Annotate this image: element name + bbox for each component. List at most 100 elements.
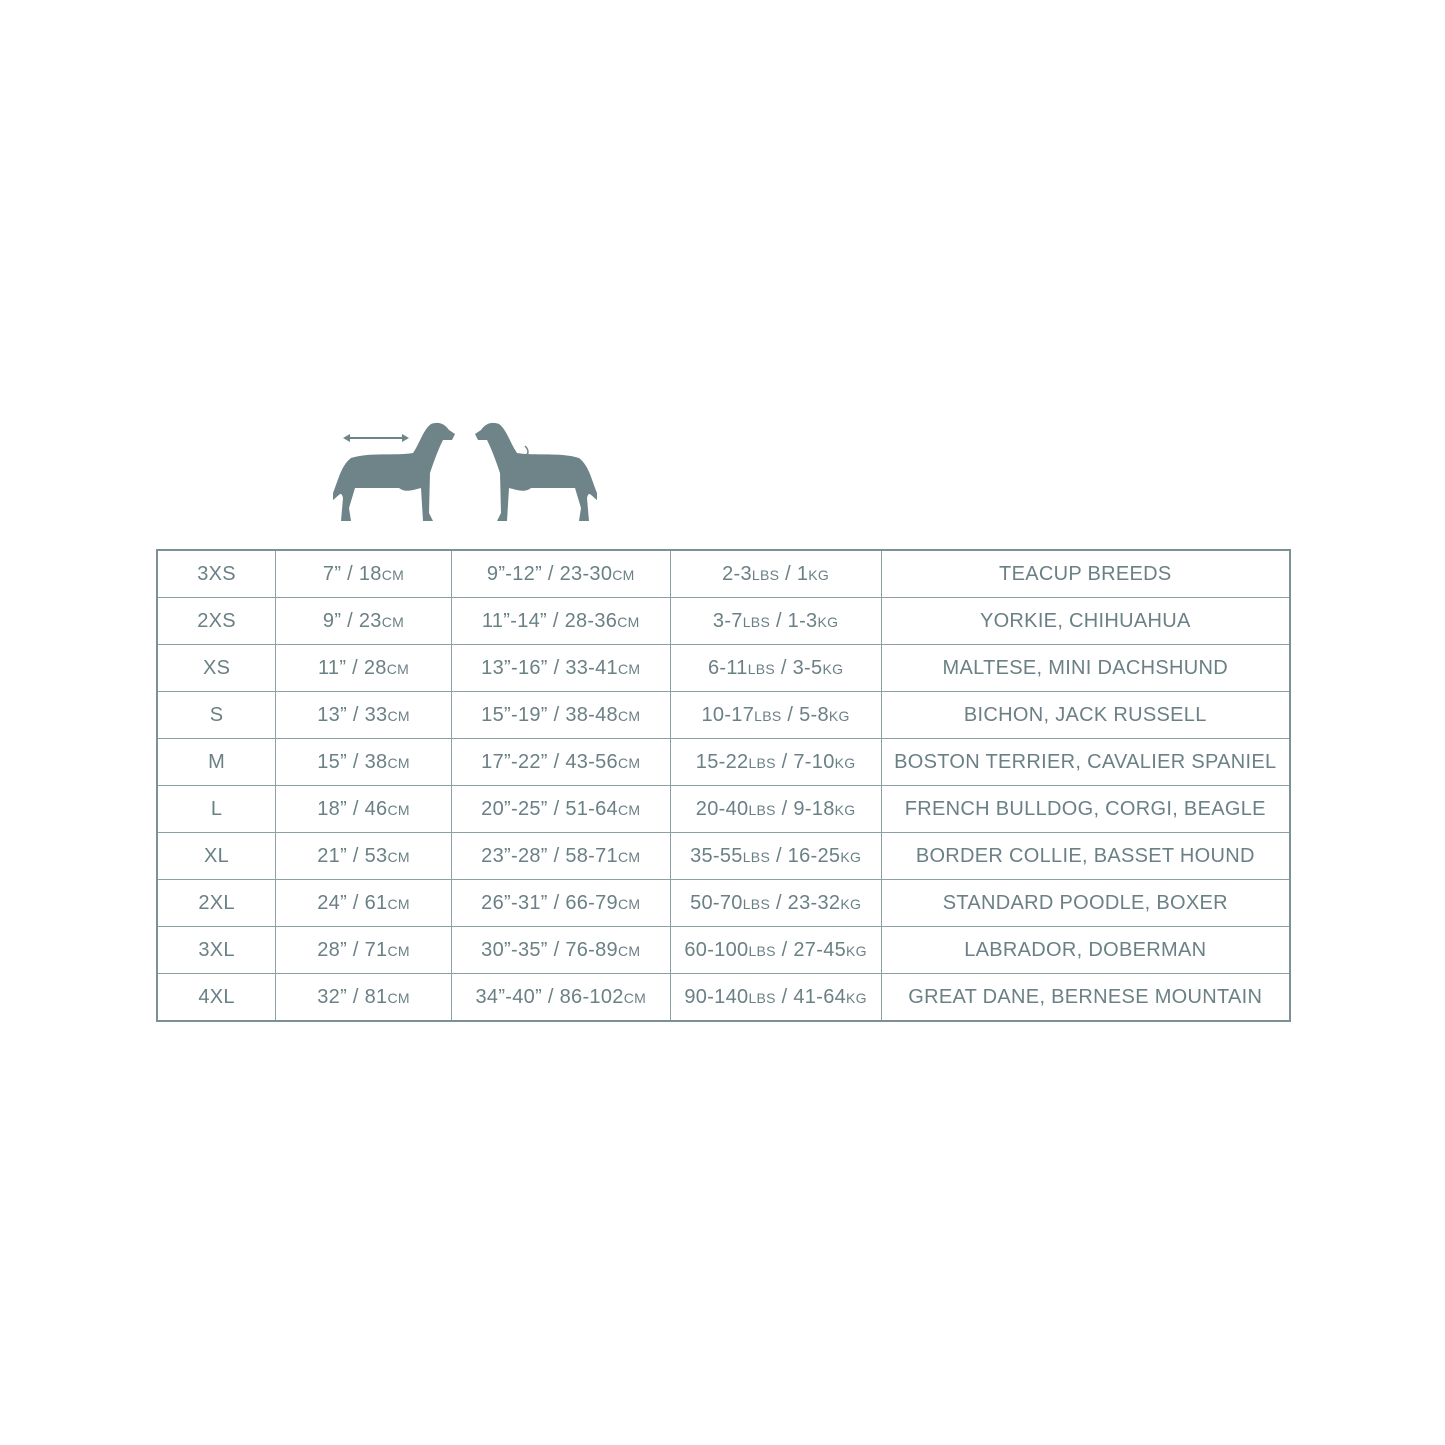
length-cell: 24” / 61CM: [275, 879, 452, 927]
value-text: / 7-10: [775, 750, 835, 773]
unit-label: CM: [381, 613, 405, 630]
table-row: L 18” / 46CM 20”-25” / 51-64CM 20-40LBS / 9…: [156, 785, 1291, 833]
dog-length-measure-icon: [333, 422, 455, 521]
breeds-cell: BICHON, JACK RUSSELL: [880, 691, 1291, 739]
unit-label: KG: [846, 942, 867, 959]
unit-label: KG: [846, 989, 867, 1006]
weight-cell: 60-100LBS / 27-45KG: [669, 926, 882, 974]
value-text: 60-100: [684, 938, 749, 961]
value-text: / 16-25: [770, 844, 841, 867]
value-text: / 1: [779, 562, 809, 585]
value-text: 2-3: [722, 562, 752, 585]
value-text: 34”-40” / 86-102: [475, 985, 624, 1008]
table-row: 3XL 28” / 71CM 30”-35” / 76-89CM 60-100LBS …: [156, 926, 1291, 974]
value-text: 50-70: [690, 891, 743, 914]
girth-cell: 34”-40” / 86-102CM: [450, 973, 671, 1022]
breeds-cell: LABRADOR, DOBERMAN: [880, 926, 1291, 974]
unit-label: CM: [387, 707, 410, 724]
value-text: / 9-18: [775, 797, 835, 820]
table-row: 3XS 7” / 18CM 9”-12” / 23-30 CM 2-3LBS / 1KG…: [156, 549, 1291, 598]
unit-label: KG: [822, 660, 844, 677]
unit-label: CM: [381, 566, 405, 583]
size-cell: 4XL: [156, 973, 277, 1022]
unit-label: CM: [617, 613, 640, 630]
length-cell: 15” / 38CM: [275, 738, 452, 786]
girth-cell: 26”-31” / 66-79CM: [450, 879, 671, 927]
unit-label: CM: [617, 754, 641, 771]
weight-cell: 90-140LBS / 41-64KG: [669, 973, 882, 1022]
weight-cell: 2-3LBS / 1KG: [669, 549, 882, 598]
weight-cell: 3-7LBS / 1-3KG: [669, 597, 882, 645]
value-text: 23”-28” / 58-71: [481, 844, 618, 867]
value-text: 9”-12” / 23-30: [486, 562, 613, 585]
value-text: 24” / 61: [317, 891, 388, 914]
length-cell: 21” / 53CM: [275, 832, 452, 880]
value-text: / 27-45: [775, 938, 847, 961]
table-row: 2XS 9” / 23CM 11”-14” / 28-36CM 3-7LBS / 1-…: [156, 597, 1291, 645]
value-text: / 3-5: [775, 656, 823, 679]
size-cell: XS: [156, 644, 277, 692]
value-text: 6-11: [707, 656, 748, 679]
unit-label: LBS: [751, 566, 780, 583]
value-text: 26”-31” / 66-79: [481, 891, 618, 914]
unit-label: LBS: [748, 801, 776, 818]
unit-label: CM: [617, 942, 641, 959]
size-cell: M: [156, 738, 277, 786]
girth-cell: 30”-35” / 76-89CM: [450, 926, 671, 974]
table-row: M 15” / 38CM 17”-22” / 43-56CM 15-22LBS / 7…: [156, 738, 1291, 786]
size-cell: S: [156, 691, 277, 739]
unit-label: CM: [617, 660, 641, 677]
value-text: / 1-3: [770, 609, 818, 632]
value-text: / 23-32: [770, 891, 841, 914]
breeds-cell: TEACUP BREEDS: [880, 549, 1291, 598]
value-text: 32” / 81: [317, 985, 388, 1008]
unit-label: CM: [387, 848, 410, 865]
unit-label: KG: [808, 566, 830, 583]
size-cell: 3XS: [156, 549, 277, 598]
breeds-cell: STANDARD POODLE, BOXER: [880, 879, 1291, 927]
girth-cell: 23”-28” / 58-71CM: [450, 832, 671, 880]
table-row: XS 11” / 28CM 13”-16” / 33-41CM 6-11LBS / 3…: [156, 644, 1291, 692]
value-text: 9” / 23: [322, 609, 382, 632]
unit-label: KG: [840, 848, 862, 865]
size-cell: 3XL: [156, 926, 277, 974]
unit-label: CM: [623, 989, 647, 1006]
value-text: 30”-35” / 76-89: [481, 938, 618, 961]
unit-label: CM: [387, 895, 410, 912]
size-cell: 2XS: [156, 597, 277, 645]
size-cell: 2XL: [156, 879, 277, 927]
value-text: 11” / 28: [317, 656, 387, 679]
length-cell: 11” / 28CM: [275, 644, 452, 692]
unit-label: CM: [387, 989, 410, 1006]
weight-cell: 10-17LBS / 5-8KG: [669, 691, 882, 739]
dog-measurement-icons: [333, 422, 597, 521]
weight-cell: 20-40LBS / 9-18KG: [669, 785, 882, 833]
weight-cell: 35-55LBS / 16-25KG: [669, 832, 882, 880]
length-cell: 13” / 33CM: [275, 691, 452, 739]
unit-label: KG: [834, 801, 856, 818]
value-text: 90-140: [684, 985, 749, 1008]
value-text: 3-7: [712, 609, 743, 632]
weight-cell: 15-22LBS / 7-10KG: [669, 738, 882, 786]
unit-label: CM: [617, 707, 641, 724]
value-text: 10-17: [701, 703, 755, 726]
unit-label: LBS: [742, 848, 771, 865]
unit-label: LBS: [754, 707, 782, 724]
breeds-cell: BOSTON TERRIER, CAVALIER SPANIEL: [880, 738, 1291, 786]
value-text: 18” / 46: [317, 797, 388, 820]
value-text: 15”-19” / 38-48: [481, 703, 618, 726]
unit-label: CM: [617, 801, 641, 818]
size-chart-table: 3XS 7” / 18CM 9”-12” / 23-30CM 2-3LBS / 1KG…: [156, 549, 1291, 1022]
value-text: 21” / 53: [317, 844, 388, 867]
length-cell: 7” / 18CM: [275, 549, 452, 598]
weight-cell: 50-70LBS / 23-32KG: [669, 879, 882, 927]
breeds-cell: GREAT DANE, BERNESE MOUNTAIN: [880, 973, 1291, 1022]
value-text: / 41-64: [775, 985, 847, 1008]
table-row: XL 21” / 53CM 23”-28” / 58-71CM 35-55LBS / …: [156, 832, 1291, 880]
unit-label: CM: [386, 660, 410, 677]
unit-label: CM: [387, 801, 410, 818]
girth-cell: 15”-19” / 38-48CM: [450, 691, 671, 739]
value-text: 11”-14” / 28-36: [481, 609, 618, 632]
table-row: 4XL 32” / 81CM 34”-40” / 86-102CM 90-140LBS…: [156, 973, 1291, 1022]
size-cell: L: [156, 785, 277, 833]
